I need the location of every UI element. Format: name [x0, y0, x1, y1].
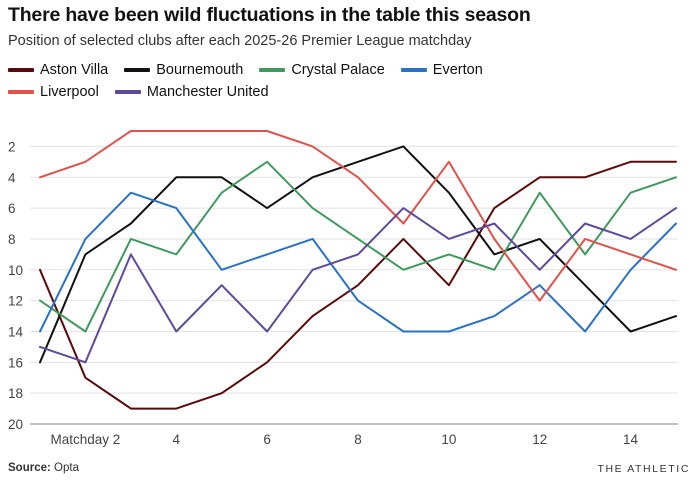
y-tick-label: 8 — [8, 232, 16, 247]
line-chart: 2 4 6 8 10 12 14 16 18 20 Matchday 2 4 6 8 10 12 14 — [8, 130, 678, 447]
y-tick-label: 4 — [8, 170, 16, 185]
source-label: Source: — [8, 462, 51, 474]
legend-label: Liverpool — [40, 84, 99, 100]
x-tick-label: 14 — [623, 432, 639, 447]
legend-swatch — [8, 90, 34, 94]
y-tick-label: 20 — [8, 417, 23, 432]
x-tick-label: 10 — [441, 432, 456, 447]
legend-item-aston-villa: Aston Villa — [8, 62, 108, 78]
x-tick-label: 6 — [263, 432, 271, 447]
chart-title: There have been wild fluctuations in the… — [8, 4, 531, 26]
y-tick-label: 14 — [8, 324, 24, 339]
legend-swatch — [124, 68, 151, 72]
series-line-bournemouth — [39, 145, 677, 364]
chart-subtitle: Position of selected clubs after each 20… — [8, 33, 472, 49]
series-line-liverpool — [39, 130, 677, 302]
series-line-everton — [39, 191, 677, 333]
legend-label: Crystal Palace — [291, 62, 385, 78]
legend-item-crystal-palace: Crystal Palace — [259, 62, 385, 78]
legend-swatch — [114, 90, 141, 94]
brand-wordmark: THE ATHLETIC — [597, 463, 690, 475]
y-tick-label: 10 — [8, 263, 23, 278]
legend-label: Manchester United — [146, 84, 269, 100]
legend-item-everton: Everton — [400, 62, 483, 78]
legend-label: Aston Villa — [40, 62, 109, 78]
source-note: Source: Opta — [8, 462, 79, 474]
y-tick-label: 18 — [8, 386, 23, 401]
legend-swatch — [400, 68, 427, 72]
legend-item-liverpool: Liverpool — [8, 84, 99, 100]
x-tick-label: 4 — [173, 432, 181, 447]
legend-swatch — [8, 68, 34, 72]
legend-label: Everton — [432, 62, 483, 78]
series-line-aston-villa — [39, 160, 677, 410]
x-tick-label: Matchday 2 — [51, 432, 121, 447]
series-line-manchester-united — [39, 207, 677, 364]
x-tick-label: 8 — [354, 432, 362, 447]
x-tick-label: 12 — [532, 432, 547, 447]
source-value: Opta — [54, 462, 79, 474]
y-tick-label: 6 — [8, 201, 16, 216]
legend: Aston Villa Bournemouth Crystal Palace Ever… — [8, 62, 568, 100]
legend-item-manchester-united: Manchester United — [114, 84, 269, 100]
legend-swatch — [259, 68, 286, 72]
legend-item-bournemouth: Bournemouth — [124, 62, 243, 78]
series-line-crystal-palace — [39, 160, 677, 333]
legend-label: Bournemouth — [156, 62, 244, 78]
y-tick-label: 12 — [8, 294, 23, 309]
y-tick-label: 16 — [8, 355, 23, 370]
y-tick-label: 2 — [8, 139, 16, 154]
